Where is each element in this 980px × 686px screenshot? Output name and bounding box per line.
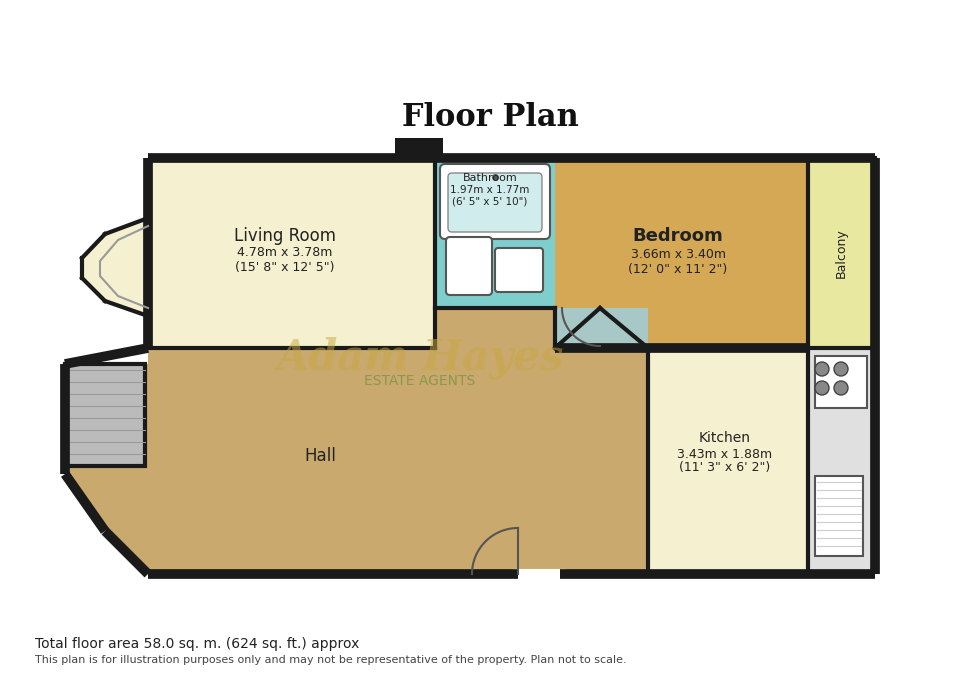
Circle shape — [834, 381, 848, 395]
Text: 3.66m x 3.40m: 3.66m x 3.40m — [630, 248, 725, 261]
Text: Bedroom: Bedroom — [633, 227, 723, 245]
Text: Kitchen: Kitchen — [699, 431, 751, 445]
Circle shape — [815, 381, 829, 395]
Text: (11' 3" x 6' 2"): (11' 3" x 6' 2") — [679, 462, 770, 475]
Text: 1.97m x 1.77m: 1.97m x 1.77m — [451, 185, 529, 195]
Polygon shape — [82, 218, 148, 316]
Bar — [435, 158, 555, 308]
Bar — [815, 476, 863, 556]
Text: 3.43m x 1.88m: 3.43m x 1.88m — [677, 447, 772, 460]
Text: ESTATE AGENTS: ESTATE AGENTS — [365, 374, 475, 388]
Text: 4.78m x 3.78m: 4.78m x 3.78m — [237, 246, 332, 259]
Bar — [815, 356, 867, 408]
Text: This plan is for illustration purposes only and may not be representative of the: This plan is for illustration purposes o… — [35, 655, 626, 665]
Bar — [555, 308, 648, 348]
Text: (15' 8" x 12' 5"): (15' 8" x 12' 5") — [235, 261, 335, 274]
Bar — [648, 348, 808, 574]
Polygon shape — [65, 308, 648, 574]
Circle shape — [815, 362, 829, 376]
Bar — [65, 364, 145, 466]
Text: (12' 0" x 11' 2"): (12' 0" x 11' 2") — [628, 263, 727, 276]
Text: Hall: Hall — [304, 447, 336, 465]
Bar — [395, 138, 443, 158]
Text: Balcony: Balcony — [835, 228, 848, 278]
Bar — [808, 348, 875, 574]
Text: Bathroom: Bathroom — [463, 173, 517, 183]
FancyBboxPatch shape — [440, 164, 550, 239]
Text: Living Room: Living Room — [234, 227, 336, 245]
Text: Floor Plan: Floor Plan — [402, 102, 578, 134]
FancyBboxPatch shape — [495, 248, 543, 292]
FancyBboxPatch shape — [448, 173, 542, 232]
FancyBboxPatch shape — [446, 237, 492, 295]
Text: Adam Hayes: Adam Hayes — [276, 337, 564, 379]
Bar — [555, 158, 808, 348]
Bar — [808, 158, 875, 348]
Text: Total floor area 58.0 sq. m. (624 sq. ft.) approx: Total floor area 58.0 sq. m. (624 sq. ft… — [35, 637, 360, 651]
Text: (6' 5" x 5' 10"): (6' 5" x 5' 10") — [453, 197, 527, 207]
Bar — [65, 364, 145, 466]
Circle shape — [834, 362, 848, 376]
Bar — [148, 158, 435, 348]
